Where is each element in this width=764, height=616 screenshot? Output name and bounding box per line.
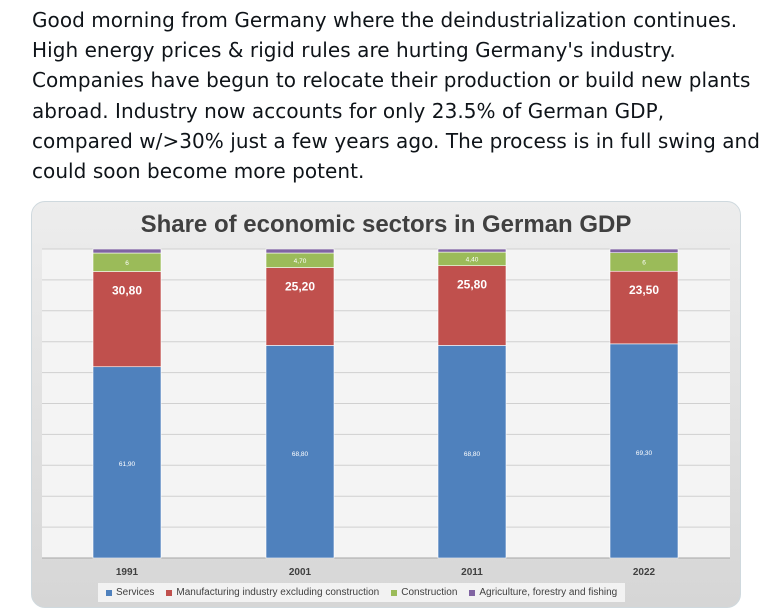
bar-segment (609, 270, 679, 345)
legend-label: Manufacturing industry excluding constru… (176, 587, 380, 598)
bar-segment (265, 345, 335, 559)
bar-segment (609, 343, 679, 559)
data-label: 68,80 (292, 451, 309, 458)
data-label: 69,30 (636, 450, 653, 457)
x-tick-label: 1991 (116, 567, 139, 578)
x-tick-label: 2011 (461, 567, 483, 578)
data-label: 6 (642, 259, 646, 266)
legend-label: Services (116, 587, 155, 598)
legend-swatch (391, 589, 398, 596)
legend-swatch (469, 589, 476, 596)
legend-label: Construction (401, 587, 458, 598)
chart-title: Share of economic sectors in German GDP (140, 211, 632, 238)
legend-swatch (106, 589, 112, 596)
data-label: 25,80 (457, 278, 487, 292)
post-text-line: Good morning from Germany where the dein… (32, 8, 738, 32)
post-text: Good morning from Germany where the dein… (32, 5, 761, 186)
legend-item: Services (106, 587, 154, 598)
data-label: 23,50 (629, 283, 659, 297)
x-tick-label: 2022 (633, 567, 656, 578)
bar-segment (437, 248, 507, 253)
bar-segment (437, 265, 507, 346)
post-text-line: High energy prices & rigid rules are hur… (32, 38, 676, 63)
post-text-line: abroad. Industry now accounts for only 2… (32, 98, 665, 123)
bar-segment (92, 248, 162, 254)
legend-item: Construction (391, 587, 457, 598)
legend-label: Agriculture, forestry and fishing (479, 587, 618, 598)
x-tick-label: 2001 (289, 567, 312, 578)
post-text-line: could soon become more potent. (32, 159, 365, 184)
chart-legend: Services Manufacturing industry excluding… (98, 583, 626, 602)
bar-segment (265, 248, 335, 254)
legend-swatch (166, 589, 173, 596)
data-label: 6 (125, 260, 129, 267)
legend-item: Agriculture, forestry and fishing (469, 587, 617, 598)
data-label: 30,80 (112, 284, 142, 298)
bar-segment (437, 345, 507, 559)
data-label: 25,20 (285, 280, 315, 294)
data-label: 68,80 (464, 451, 481, 458)
post-text-line: Companies have begun to relocate their p… (32, 68, 751, 93)
bar-segment (609, 248, 679, 254)
data-label: 4,40 (466, 256, 479, 263)
legend-item: Manufacturing industry excluding constru… (166, 587, 379, 598)
post-text-line: compared w/>30% just a few years ago. Th… (32, 128, 761, 153)
stacked-bar-chart: 61,90 30,80 6 1991 68,80 25,20 4,70 2001 68,80 25… (42, 248, 730, 578)
post-media-image[interactable]: Share of economic sectors in German GDP … (31, 201, 741, 608)
data-label: 4,70 (294, 258, 307, 265)
data-label: 61,90 (119, 461, 136, 468)
